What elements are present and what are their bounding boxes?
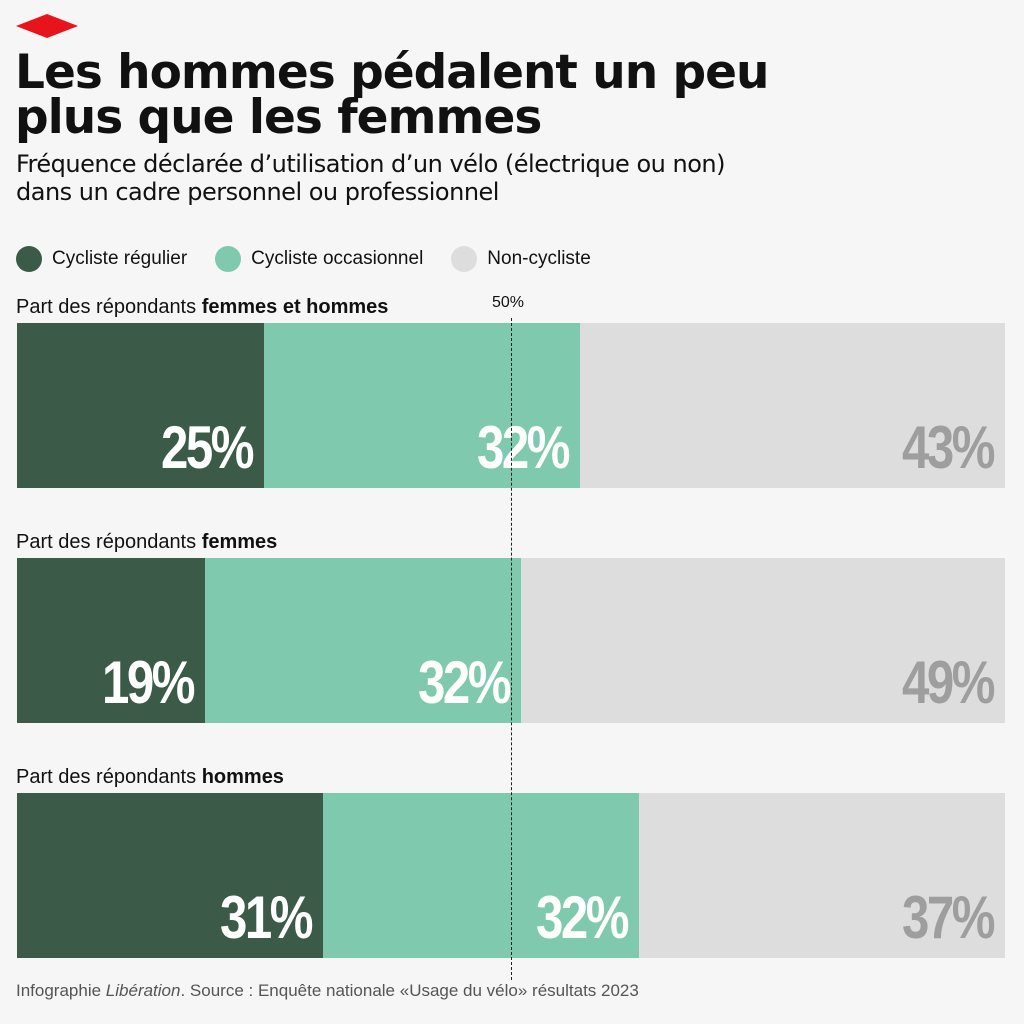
data-label: 32% — [477, 414, 571, 481]
group-label-bold: femmes et hommes — [201, 296, 389, 318]
footer-prefix: Infographie — [16, 981, 106, 1000]
stacked-bar: 19% 32% 49% — [17, 558, 1005, 723]
bar-segment: 32% — [323, 793, 640, 958]
liberation-logo-icon — [16, 14, 78, 38]
chart-title: Les hommes pédalent un peu plus que les … — [15, 45, 769, 145]
reference-line-50 — [511, 318, 512, 980]
data-label: 43% — [901, 414, 996, 481]
subtitle-line: dans un cadre personnel ou professionnel — [16, 178, 499, 206]
source-footer: Infographie Libération. Source : Enquête… — [16, 981, 639, 1001]
legend-label: Non-cycliste — [487, 248, 591, 269]
data-label: 32% — [536, 884, 630, 951]
bar-segment: 32% — [264, 323, 581, 488]
legend-label: Cycliste régulier — [52, 248, 188, 269]
data-label: 32% — [417, 649, 512, 716]
group-label-bold: femmes — [201, 531, 278, 553]
chart-subtitle: Fréquence déclarée d’utilisation d’un vé… — [16, 150, 725, 206]
bar-segment: 37% — [639, 793, 1005, 958]
legend: Cycliste régulier Cycliste occasionnel Non… — [16, 246, 591, 272]
group-label-prefix: Part des répondants — [16, 766, 202, 788]
footer-suffix: . Source : Enquête nationale «Usage du v… — [180, 981, 639, 1000]
data-label: 49% — [901, 649, 996, 716]
group-label-prefix: Part des répondants — [16, 531, 202, 553]
footer-brand: Libération — [105, 981, 181, 1000]
data-label: 31% — [220, 884, 314, 951]
group-label: Part des répondants femmes — [16, 531, 277, 554]
bar-segment: 31% — [17, 793, 324, 958]
legend-swatch-icon — [16, 246, 42, 272]
legend-swatch-icon — [451, 246, 478, 272]
reference-line-label: 50% — [492, 294, 525, 311]
group-label: Part des répondants hommes — [16, 766, 284, 789]
bar-segment: 25% — [17, 323, 264, 488]
legend-item: Non-cycliste — [451, 246, 591, 272]
data-label: 25% — [160, 414, 255, 481]
bar-segment: 19% — [17, 558, 205, 723]
bar-segment: 32% — [204, 558, 521, 723]
stacked-bar: 25% 32% 43% — [17, 323, 1005, 488]
title-line: Les hommes pédalent un peu — [15, 45, 769, 100]
legend-swatch-icon — [215, 246, 242, 272]
legend-item: Cycliste occasionnel — [215, 246, 423, 272]
data-label: 37% — [901, 884, 996, 951]
group-label: Part des répondants femmes et hommes — [16, 296, 388, 319]
subtitle-line: Fréquence déclarée d’utilisation d’un vé… — [16, 150, 725, 178]
bar-segment: 49% — [520, 558, 1005, 723]
title-line: plus que les femmes — [15, 90, 542, 145]
data-label: 19% — [101, 649, 196, 716]
legend-label: Cycliste occasionnel — [251, 248, 424, 269]
stacked-bar: 31% 32% 37% — [17, 793, 1005, 958]
legend-item: Cycliste régulier — [16, 246, 187, 272]
group-label-bold: hommes — [201, 766, 284, 788]
group-label-prefix: Part des répondants — [16, 296, 202, 318]
bar-segment: 43% — [580, 323, 1005, 488]
